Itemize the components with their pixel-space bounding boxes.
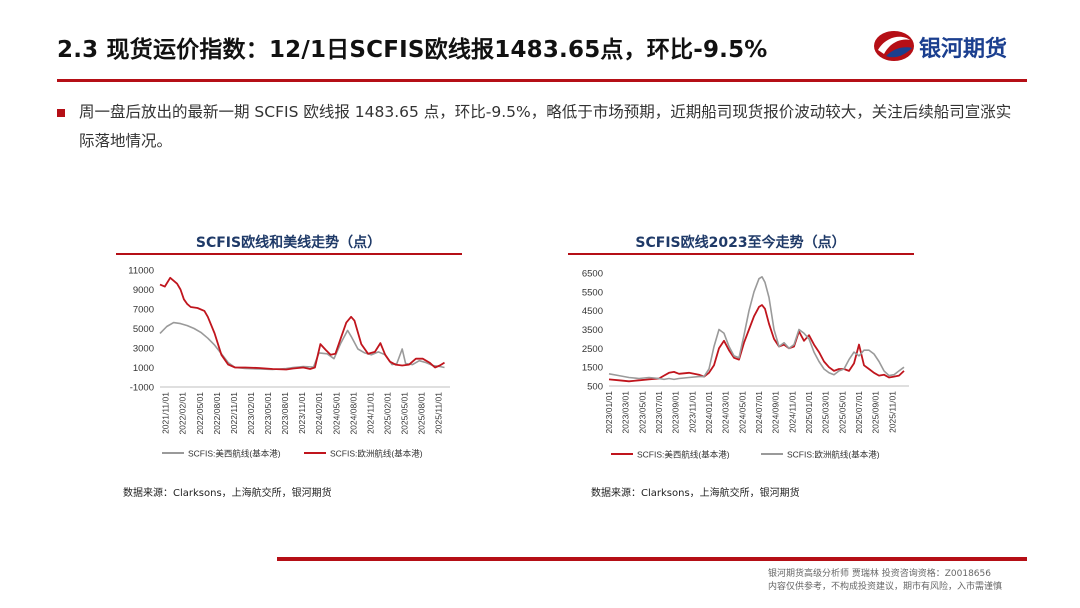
page-title: 2.3 现货运价指数：12/1日SCFIS欧线报1483.65点，环比-9.5% [57,37,768,63]
galaxy-logo-icon [874,31,914,61]
chart1-y-tick-label: 1000 [133,363,154,374]
chart1-x-tick-label: 2025/08/01 [417,392,427,435]
chart1-y-tick-label: 9000 [133,285,154,296]
chart2-y-tick-label: 3500 [582,325,603,336]
chart1-x-tick-label: 2022/05/01 [195,392,205,435]
chart1-x-tick-label: 2022/08/01 [212,392,222,435]
chart1-x-tick-label: 2025/05/01 [400,392,410,435]
chart2-x-tick-label: 2023/01/01 [604,391,614,434]
chart2-x-tick-label: 2023/03/01 [621,391,631,434]
chart1-y-tick-label: 3000 [133,344,154,355]
chart2-series-line-2 [608,275,905,381]
chart2-title-rule [568,253,914,255]
chart2-x-tick-label: 2024/09/01 [771,391,781,434]
chart1-title-rule [116,253,462,255]
chart2-x-tick-label: 2025/05/01 [837,391,847,434]
chart2-x-tick-label: 2023/09/01 [671,391,681,434]
header-divider [57,79,1027,82]
chart2-x-tick-label: 2023/05/01 [637,391,647,434]
chart1-x-tick-label: 2022/02/01 [178,392,188,435]
chart1-x-tick-label: 2023/11/01 [297,392,307,434]
brand-name: 银河期货 [919,37,1008,62]
chart1-legend-label-2: SCFIS:欧洲航线(基本港) [330,449,423,459]
chart2-x-tick-label: 2023/11/01 [687,391,697,433]
chart1-y-tick-label: 7000 [133,305,154,316]
chart2-x-tick-label: 2024/07/01 [754,391,764,434]
chart1-series-line-1 [159,321,445,371]
chart1-svg: 11000 9000 7000 5000 3000 1000 -1000 2021/11/01… [128,266,450,459]
chart2-y-tick-label: 6500 [582,269,603,280]
summary-paragraph: 周一盘后放出的最新一期 SCFIS 欧线报 1483.65 点，环比-9.5%，… [79,103,1012,150]
chart1-x-tick-label: 2025/11/01 [434,392,444,434]
chart1-source: 数据来源：Clarksons，上海航交所，银河期货 [123,488,332,499]
chart1-x-tick-label: 2023/05/01 [263,392,273,435]
chart1-y-tick-label: -1000 [130,383,154,394]
chart2-y-tick-label: 500 [587,382,603,393]
footer-divider [277,557,1027,561]
chart2-series-line-1 [608,304,905,383]
chart2-y-tick-label: 2500 [582,344,603,355]
chart1-legend-label-1: SCFIS:美西航线(基本港) [188,449,281,459]
chart1-series-line-2 [159,276,445,371]
chart1-x-tick-label: 2023/08/01 [280,392,290,435]
chart2-x-tick-label: 2024/05/01 [737,391,747,434]
chart1-x-tick-label: 2024/11/01 [365,392,375,434]
risk-disclaimer: 内容仅供参考，不构成投资建议，期市有风险，入市需谨慎 [768,582,1003,592]
chart2-x-tick-label: 2025/07/01 [854,391,864,434]
chart1-y-tick-label: 5000 [133,324,154,335]
chart2-legend-label-2: SCFIS:欧洲航线(基本港) [787,450,880,460]
bullet-marker [57,109,65,117]
chart2-x-tick-label: 2023/07/01 [654,391,664,434]
chart1-x-tick-label: 2024/05/01 [331,392,341,435]
chart2-y-tick-label: 5500 [582,287,603,298]
chart2-legend-label-1: SCFIS:美西航线(基本港) [637,450,730,460]
chart2-y-tick-label: 1500 [582,363,603,374]
chart2-x-tick-label: 2025/01/01 [804,391,814,434]
chart2-x-tick-label: 2024/03/01 [721,391,731,434]
chart1-title: SCFIS欧线和美线走势（点） [195,235,382,251]
chart2-source: 数据来源：Clarksons，上海航交所，银河期货 [591,488,800,499]
brand-logo: 银河期货 [872,24,1032,68]
chart2-x-tick-label: 2025/03/01 [821,391,831,434]
chart1-x-tick-label: 2024/08/01 [348,392,358,435]
chart2-x-tick-label: 2024/11/01 [787,391,797,433]
chart1-y-tick-label: 11000 [128,266,154,277]
chart1-x-tick-label: 2023/02/01 [246,392,256,435]
chart1-x-tick-label: 2022/11/01 [229,392,239,434]
chart2-x-tick-label: 2024/01/01 [704,391,714,434]
chart2-x-tick-label: 2025/11/01 [887,391,897,433]
chart1-x-tick-label: 2024/02/01 [314,392,324,435]
chart1-x-tick-label: 2021/11/01 [161,392,171,434]
chart1-x-tick-label: 2025/02/01 [382,392,392,435]
chart2-title: SCFIS欧线2023至今走势（点） [635,235,846,251]
chart2-x-tick-label: 2025/09/01 [871,391,881,434]
chart2-y-tick-label: 4500 [582,306,603,317]
analyst-credentials: 银河期货高级分析师 贾瑞林 投资咨询资格：Z0018656 [768,569,991,579]
